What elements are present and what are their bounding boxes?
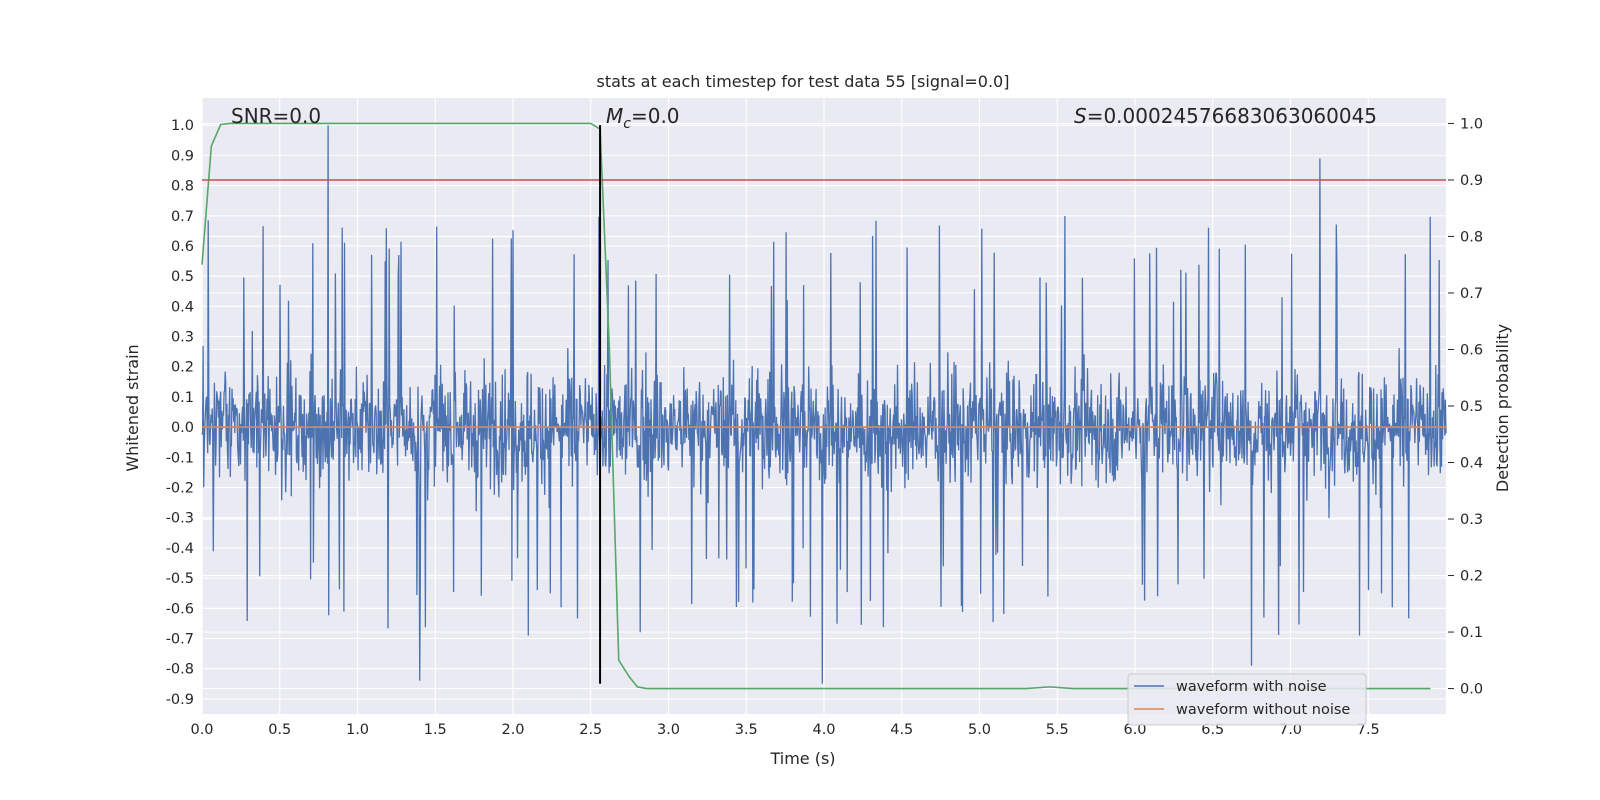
x-tick-label: 6.5 xyxy=(1201,722,1224,738)
y-tick-label: -0.9 xyxy=(166,692,194,708)
y2-tick-label: 0.3 xyxy=(1460,512,1483,528)
y-axis-label: Whitened strain xyxy=(123,344,142,471)
y-tick-label: -0.6 xyxy=(166,601,194,617)
x-tick-label: 7.5 xyxy=(1357,722,1380,738)
y-tick-label: 0.7 xyxy=(171,209,194,225)
x-tick-label: 4.5 xyxy=(890,722,913,738)
y-tick-label: 0.9 xyxy=(171,148,194,164)
series-detection-probability xyxy=(201,122,1431,690)
y2-tick-label: 0.8 xyxy=(1460,229,1483,245)
annotation-s: S=0.00024576683063060045 xyxy=(1074,104,1377,128)
x-tick-label: 0.0 xyxy=(190,722,213,738)
y-tick-label: 0.6 xyxy=(171,239,194,255)
legend: waveform with noise waveform without noi… xyxy=(1127,673,1367,726)
y-axis-left: 1.0 0.9 0.8 0.7 0.6 0.5 0.4 0.3 0.2 0.1 0.0 -0.1 -0.… xyxy=(166,118,194,708)
y-tick-label: 0.5 xyxy=(171,269,194,285)
y2-tick-label: 0.4 xyxy=(1460,456,1483,472)
y-axis-right: 1.0 0.9 0.8 0.7 0.6 0.5 0.4 0.3 0.2 0.1 0.0 xyxy=(1448,116,1483,698)
y-tick-label: -0.4 xyxy=(166,541,194,557)
y-tick-label: 0.0 xyxy=(171,420,194,436)
y-tick-label: 1.0 xyxy=(171,118,194,134)
noise-trace xyxy=(201,125,1447,684)
y2-axis-label: Detection probability xyxy=(1493,324,1512,492)
series-waveform-with-noise xyxy=(201,125,1447,684)
x-tick-label: 2.5 xyxy=(579,722,602,738)
y-tick-label: 0.2 xyxy=(171,360,194,376)
y2-tick-label: 0.9 xyxy=(1460,173,1483,189)
x-tick-label: 0.5 xyxy=(268,722,291,738)
annotation-chirp-mass-symbol: M xyxy=(606,104,623,128)
annotation-chirp-mass-subscript: c xyxy=(623,116,631,132)
annotation-chirp-mass-value: =0.0 xyxy=(631,104,680,128)
y2-tick-label: 0.6 xyxy=(1460,342,1483,358)
y2-tick-label: 0.0 xyxy=(1460,682,1483,698)
y2-tick-label: 0.2 xyxy=(1460,569,1483,585)
x-tick-label: 1.0 xyxy=(346,722,369,738)
y-tick-label: -0.7 xyxy=(166,632,194,648)
y-tick-label: 0.8 xyxy=(171,179,194,195)
x-tick-label: 5.5 xyxy=(1046,722,1069,738)
x-tick-label: 3.5 xyxy=(735,722,758,738)
y-tick-label: 0.1 xyxy=(171,390,194,406)
y-tick-label: -0.8 xyxy=(166,662,194,678)
x-axis: 0.0 0.5 1.0 1.5 2.0 2.5 3.0 3.5 4.0 4.5 5.0 5.5 6.0 6… xyxy=(190,722,1379,738)
probability-trace xyxy=(201,122,1431,690)
chart-title: stats at each timestep for test data 55 … xyxy=(597,72,1010,91)
x-tick-label: 3.0 xyxy=(657,722,680,738)
legend-box xyxy=(1127,673,1367,726)
annotation-snr: SNR=0.0 xyxy=(231,104,321,128)
x-tick-label: 2.0 xyxy=(501,722,524,738)
annotation-chirp-mass: Mc=0.0 xyxy=(606,104,680,132)
y2-tick-label: 0.5 xyxy=(1460,399,1483,415)
x-tick-label: 6.0 xyxy=(1123,722,1146,738)
annotation-s-symbol: S xyxy=(1074,104,1087,128)
y-tick-label: -0.1 xyxy=(166,450,194,466)
x-tick-label: 1.5 xyxy=(424,722,447,738)
y-tick-label: -0.2 xyxy=(166,481,194,497)
annotation-s-value: =0.00024576683063060045 xyxy=(1087,104,1377,128)
x-tick-label: 5.0 xyxy=(968,722,991,738)
y-tick-label: -0.5 xyxy=(166,571,194,587)
legend-label-noise: waveform with noise xyxy=(1176,679,1327,695)
y-tick-label: 0.4 xyxy=(171,299,194,315)
x-tick-label: 7.0 xyxy=(1279,722,1302,738)
y-tick-label: 0.3 xyxy=(171,330,194,346)
y-tick-label: -0.3 xyxy=(166,511,194,527)
x-axis-label: Time (s) xyxy=(769,749,835,768)
y2-tick-label: 0.7 xyxy=(1460,286,1483,302)
legend-label-clean: waveform without noise xyxy=(1176,702,1350,718)
y2-tick-label: 1.0 xyxy=(1460,116,1483,132)
x-tick-label: 4.0 xyxy=(812,722,835,738)
y2-tick-label: 0.1 xyxy=(1460,625,1483,641)
